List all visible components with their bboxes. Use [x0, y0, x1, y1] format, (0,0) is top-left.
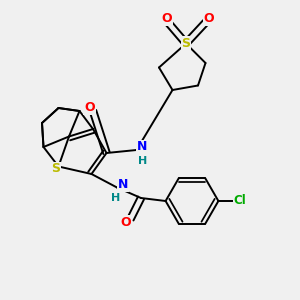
Text: N: N [137, 140, 147, 154]
Text: O: O [204, 12, 214, 26]
Text: O: O [121, 216, 131, 229]
Text: H: H [111, 193, 120, 203]
Text: Cl: Cl [234, 194, 246, 208]
Text: S: S [182, 37, 190, 50]
Text: S: S [52, 162, 61, 176]
Text: O: O [84, 101, 95, 114]
Text: O: O [161, 12, 172, 26]
Text: N: N [118, 178, 128, 191]
Text: H: H [139, 155, 148, 166]
